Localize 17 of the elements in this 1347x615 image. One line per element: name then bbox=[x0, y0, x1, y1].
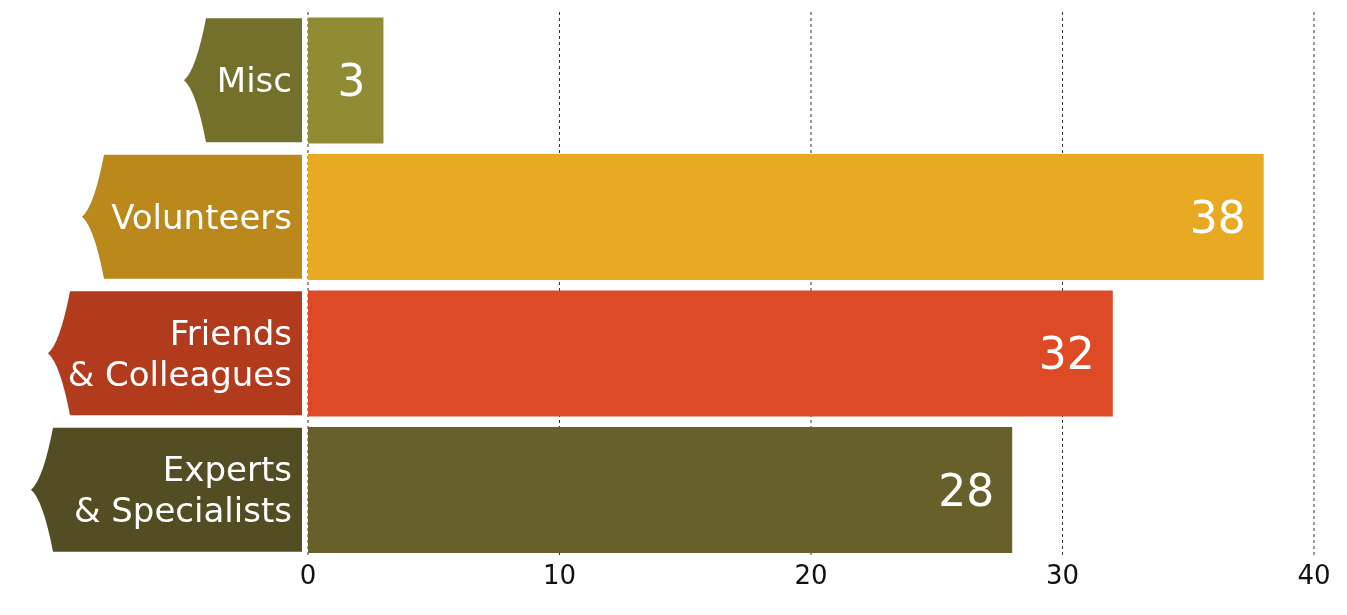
data-label: 32 bbox=[1038, 328, 1095, 380]
bar bbox=[308, 17, 384, 144]
x-tick-label: 20 bbox=[794, 560, 828, 591]
y-tick-label: Volunteers bbox=[111, 196, 292, 237]
bar bbox=[308, 153, 1264, 280]
x-tick-label: 30 bbox=[1045, 560, 1080, 591]
data-label: 3 bbox=[337, 55, 366, 107]
y-tick-label: Friends & Colleagues bbox=[67, 312, 292, 394]
x-tick-label: 10 bbox=[542, 560, 577, 591]
x-tick-label: 40 bbox=[1297, 560, 1331, 591]
x-tick-label: 0 bbox=[299, 560, 317, 591]
bar bbox=[308, 426, 1013, 553]
y-tick-label: Experts & Specialists bbox=[73, 449, 292, 531]
data-label: 38 bbox=[1189, 191, 1246, 243]
y-tick-label: Misc bbox=[216, 60, 292, 101]
data-label: 28 bbox=[938, 464, 995, 516]
bar bbox=[308, 290, 1113, 417]
